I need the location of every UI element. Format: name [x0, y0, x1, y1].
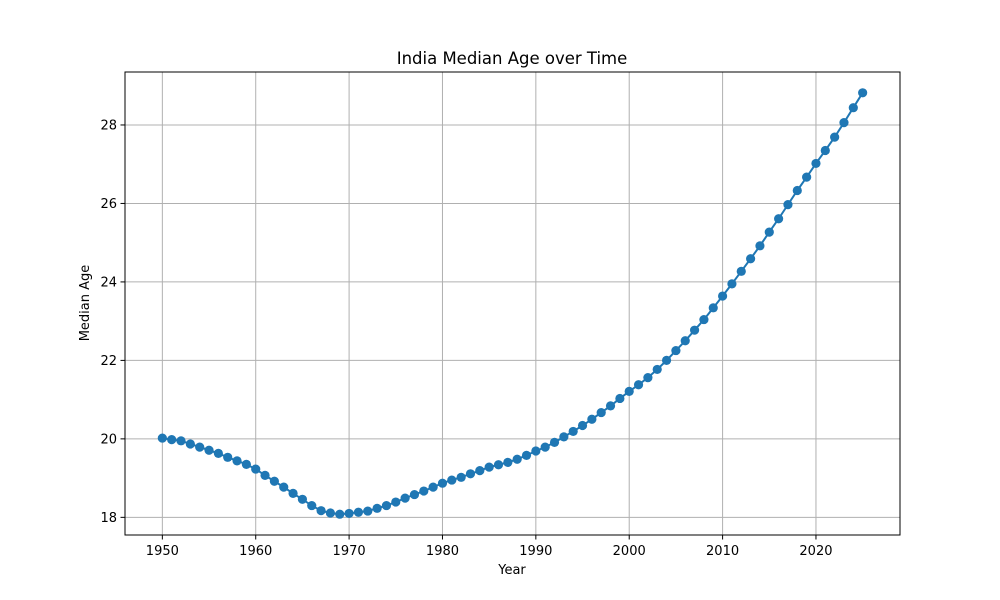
data-point — [279, 482, 289, 492]
data-point — [671, 345, 681, 356]
data-point — [839, 118, 849, 128]
data-point — [400, 493, 410, 503]
data-point — [596, 407, 606, 418]
data-point — [820, 145, 830, 156]
data-point — [521, 450, 532, 460]
data-point — [503, 457, 513, 468]
data-point — [213, 448, 223, 458]
data-point — [307, 500, 317, 511]
data-point — [783, 200, 793, 210]
data-point — [802, 172, 812, 182]
data-point — [344, 508, 354, 519]
plot-frame — [124, 71, 901, 536]
series-line — [162, 92, 864, 516]
data-point — [559, 432, 569, 442]
data-point — [335, 509, 345, 519]
data-point — [363, 506, 373, 516]
data-point — [792, 185, 802, 196]
y-axis-label: Median Age — [78, 265, 93, 342]
data-point — [372, 503, 382, 513]
data-series — [157, 88, 868, 519]
data-point — [447, 475, 457, 485]
data-point — [568, 426, 578, 437]
data-point — [689, 325, 700, 335]
data-point — [615, 393, 625, 404]
data-point — [428, 482, 438, 492]
grid-lines — [125, 72, 900, 535]
data-point — [260, 470, 270, 480]
data-point — [858, 88, 868, 98]
data-point — [167, 435, 177, 445]
x-tick-label: 1970 — [333, 544, 366, 559]
y-tick-label: 28 — [100, 118, 117, 133]
data-point — [727, 279, 737, 289]
data-point — [241, 459, 251, 469]
data-point — [624, 386, 634, 396]
data-point — [381, 500, 392, 511]
data-point — [325, 508, 336, 518]
data-point — [774, 214, 784, 224]
data-point — [297, 494, 308, 504]
data-point — [204, 445, 214, 455]
data-point — [746, 254, 756, 264]
data-point — [176, 436, 186, 446]
data-point — [493, 460, 504, 470]
data-point — [540, 442, 550, 452]
data-point — [185, 439, 195, 449]
data-point — [587, 414, 597, 424]
x-axis-label: Year — [497, 563, 526, 578]
data-point — [643, 373, 653, 383]
data-point — [680, 336, 690, 346]
x-tick-label: 1980 — [426, 544, 459, 559]
data-point — [549, 437, 560, 447]
data-point — [419, 486, 429, 496]
data-point — [848, 103, 858, 113]
data-point — [717, 291, 728, 301]
data-point — [251, 464, 261, 474]
data-point — [475, 466, 485, 476]
data-point — [232, 456, 242, 466]
y-tick-label: 26 — [100, 197, 117, 212]
data-point — [633, 380, 644, 390]
data-point — [661, 355, 672, 365]
axis-ticks: 1950 1960 1970 1980 1990 2000 2010 2020 18 20 22 24… — [100, 118, 832, 559]
data-point — [269, 476, 279, 486]
data-point — [456, 472, 466, 482]
x-tick-label: 1990 — [519, 544, 552, 559]
data-point — [316, 506, 326, 516]
data-point — [437, 478, 448, 488]
data-point — [223, 452, 233, 462]
data-point — [512, 454, 522, 464]
data-point — [531, 446, 541, 456]
data-point — [830, 132, 840, 142]
data-point — [736, 266, 746, 276]
data-point — [605, 401, 616, 411]
data-point — [652, 364, 662, 375]
data-point — [811, 158, 821, 169]
data-point — [409, 489, 420, 500]
x-tick-label: 2020 — [799, 544, 832, 559]
data-point — [288, 488, 298, 499]
chart-title: India Median Age over Time — [397, 49, 628, 68]
data-point — [764, 227, 774, 237]
y-tick-label: 24 — [100, 275, 117, 290]
data-point — [353, 507, 364, 517]
x-tick-label: 1960 — [239, 544, 272, 559]
y-tick-label: 22 — [100, 354, 117, 369]
data-point — [708, 303, 718, 313]
data-point — [195, 442, 205, 452]
data-point — [391, 497, 401, 507]
data-point — [484, 462, 494, 472]
data-point — [699, 314, 709, 325]
data-point — [755, 241, 765, 251]
x-tick-label: 1950 — [146, 544, 179, 559]
y-tick-label: 20 — [100, 432, 117, 447]
y-tick-label: 18 — [100, 511, 117, 526]
x-tick-label: 2010 — [706, 544, 739, 559]
data-point — [465, 469, 476, 479]
x-tick-label: 2000 — [613, 544, 646, 559]
data-point — [577, 420, 588, 431]
data-point — [157, 433, 167, 443]
